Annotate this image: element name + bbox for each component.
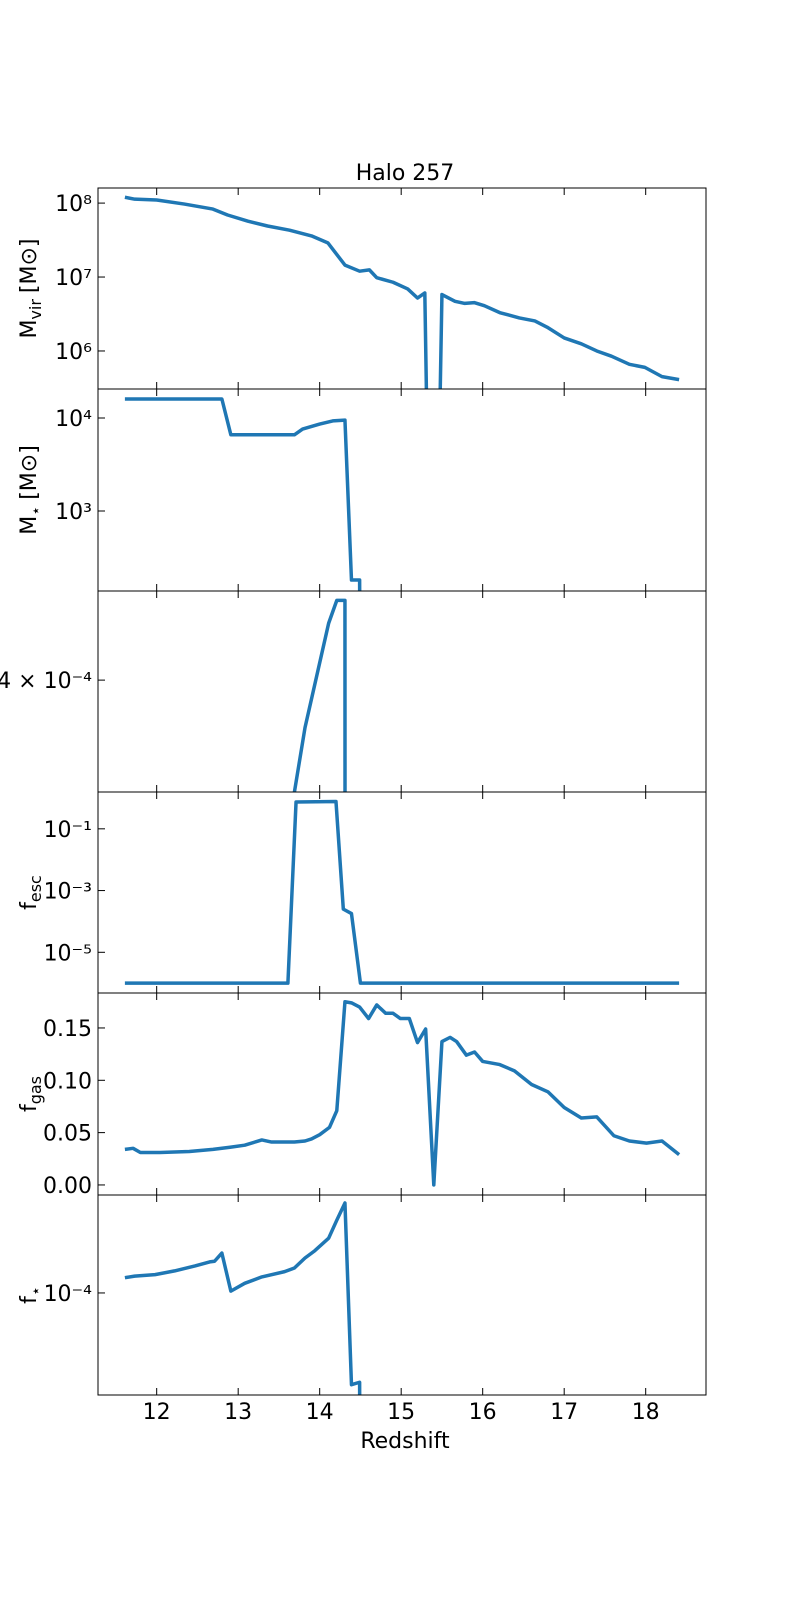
- data-line: [292, 598, 347, 792]
- x-tick-label: 13: [224, 1400, 252, 1425]
- y-tick-label: 10⁻³: [44, 880, 92, 905]
- panel-frame: [97, 1194, 707, 1396]
- y-tick-label: 10⁻¹: [44, 818, 92, 843]
- y-axis-label-main: f: [17, 1295, 42, 1304]
- panel: [292, 598, 347, 792]
- y-axis-label: Mvir [M⊙]: [17, 238, 45, 338]
- x-tick-label: 17: [550, 1400, 578, 1425]
- data-line: [124, 397, 362, 591]
- y-axis-label-unit: [M⊙]: [17, 238, 42, 293]
- y-axis-label-unit: [M⊙]: [17, 445, 42, 500]
- y-axis-label-main: M: [17, 516, 42, 535]
- data-line: [124, 1201, 362, 1395]
- y-tick-label: 10⁻⁴: [44, 1282, 93, 1307]
- x-tick-label: 18: [632, 1400, 660, 1425]
- y-tick-label: 4 × 10⁻⁴: [0, 669, 92, 694]
- x-axis-label: Redshift: [360, 1429, 450, 1454]
- y-tick-label: 0.15: [43, 1017, 92, 1042]
- y-tick-label: 10³: [55, 500, 92, 525]
- panel: [124, 799, 680, 985]
- panel-frame: [97, 791, 707, 994]
- y-tick-label: 10⁻⁵: [44, 941, 92, 966]
- chart-title: Halo 257: [356, 161, 455, 186]
- y-tick-label: 0.00: [43, 1174, 92, 1199]
- panel: [124, 1201, 362, 1395]
- y-tick-label: 10⁷: [55, 266, 92, 291]
- y-axis-label-sub: vir: [26, 299, 45, 320]
- y-axis-label-main: f: [17, 1103, 42, 1112]
- y-tick-label: 0.10: [43, 1069, 92, 1094]
- data-line: [124, 195, 680, 389]
- y-axis-label: fgas: [17, 1076, 45, 1112]
- y-tick-label: 10⁸: [55, 192, 92, 217]
- y-tick-label: 0.05: [43, 1122, 92, 1147]
- y-axis-label-sub: ⋆: [26, 506, 45, 516]
- x-tick-label: 14: [306, 1400, 334, 1425]
- y-axis-label: f⋆: [17, 1286, 45, 1304]
- y-axis-label-main: M: [17, 320, 42, 339]
- panel-frame: [97, 992, 707, 1196]
- x-tick-label: 12: [143, 1400, 171, 1425]
- y-axis-label-main: f: [17, 901, 42, 910]
- y-tick-label: 10⁴: [55, 407, 92, 432]
- y-axis-label-sub: gas: [26, 1076, 45, 1104]
- panel: [124, 1000, 681, 1187]
- y-axis-label-sub: esc: [26, 875, 45, 902]
- y-tick-label: 10⁶: [55, 340, 92, 365]
- y-axis-label: fesc: [17, 875, 45, 910]
- panel: [124, 397, 362, 591]
- y-axis-label-sub: ⋆: [26, 1286, 45, 1296]
- panel-frame: [97, 388, 707, 592]
- x-tick-label: 16: [469, 1400, 497, 1425]
- panel-frame: [97, 590, 707, 793]
- data-line: [124, 799, 680, 985]
- x-tick-label: 15: [387, 1400, 415, 1425]
- y-axis-label: M⋆ [M⊙]: [17, 445, 45, 535]
- data-line: [124, 1000, 681, 1187]
- panel: [124, 195, 680, 389]
